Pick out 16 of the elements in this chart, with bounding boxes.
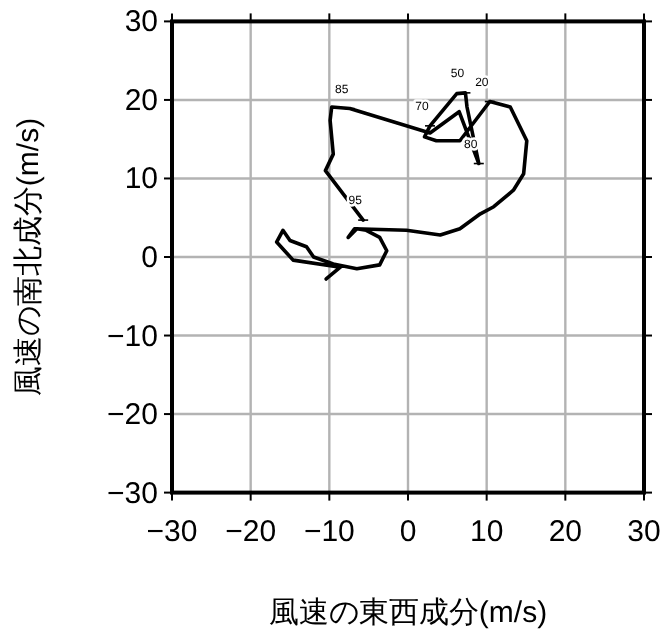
x-axis-title: 風速の東西成分(m/s)	[268, 596, 548, 630]
y-tick-label: 30	[124, 5, 158, 40]
y-tick-label: 0	[141, 241, 158, 275]
y-tick-label: −30	[107, 476, 158, 511]
x-tick-label: −20	[225, 514, 277, 549]
x-tick-label: 0	[399, 514, 417, 549]
x-tick-label: 20	[548, 514, 583, 549]
x-tick-label: 30	[627, 514, 661, 549]
x-tick-label: 10	[469, 514, 504, 549]
y-tick-label: −20	[107, 398, 158, 433]
x-tick-label: −10	[303, 514, 355, 549]
y-tick-label: −10	[107, 319, 158, 354]
x-tick-label: −30	[146, 514, 198, 549]
y-axis-title: 風速の南北成分(m/s)	[12, 117, 46, 397]
y-tick-label: 10	[124, 162, 158, 197]
y-tick-label: 20	[124, 83, 158, 118]
